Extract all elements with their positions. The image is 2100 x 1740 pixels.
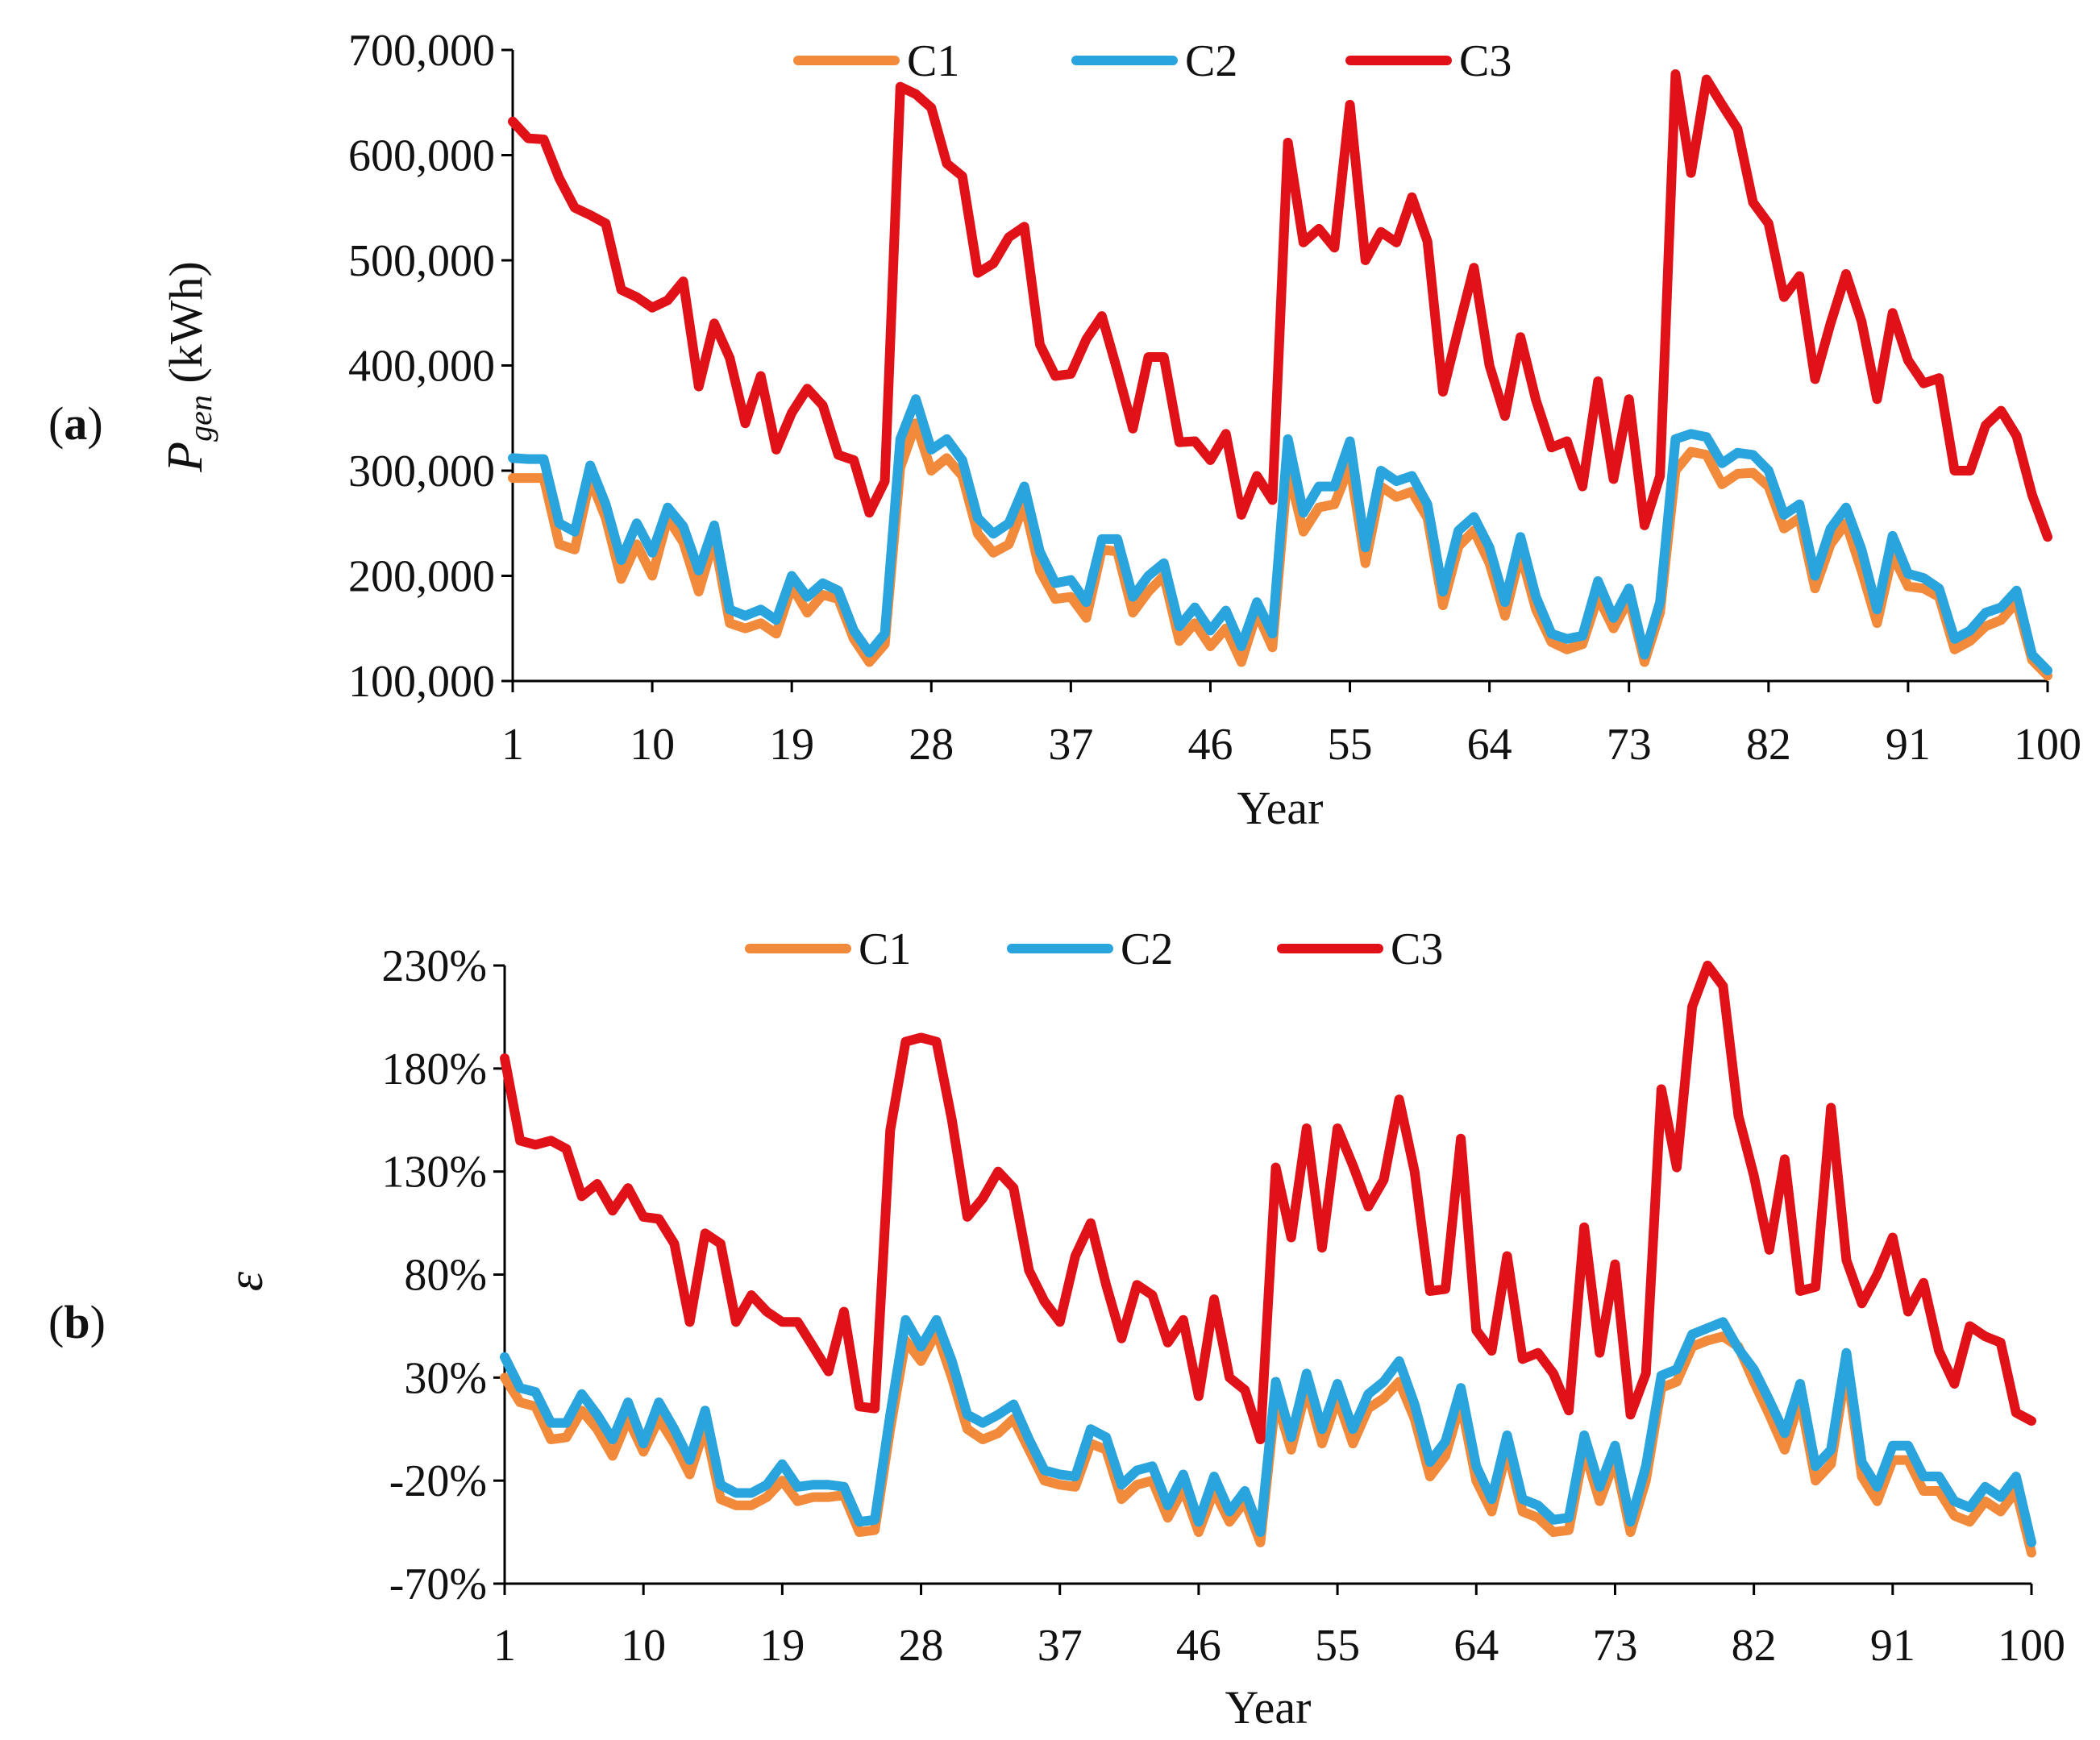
x-tick-label: 37: [1038, 1621, 1083, 1671]
y-tick-label: -70%: [389, 1559, 487, 1609]
x-tick-label: 10: [630, 720, 675, 770]
panel-a: 100,000 200,000 300,000 400,000 500,000 600,0…: [48, 26, 2081, 834]
x-tick-label: 64: [1467, 720, 1512, 770]
y-tick-label: 80%: [404, 1251, 487, 1301]
y-tick-label: 500,000: [348, 236, 495, 286]
y-axis-title: ε: [218, 1271, 273, 1291]
y-tick-label: 700,000: [348, 26, 495, 76]
x-tick-label: 100: [1998, 1621, 2065, 1671]
panel-label-close: ): [90, 1296, 106, 1348]
x-tick-label: 10: [621, 1621, 666, 1671]
legend-label-c2: C2: [1121, 924, 1173, 974]
x-tick-label: 37: [1048, 720, 1093, 770]
x-tick-label: 64: [1453, 1621, 1499, 1671]
series-line-c3: [500, 961, 2036, 1445]
panel-label: (a): [48, 397, 103, 450]
legend-label-c3: C3: [1391, 924, 1443, 974]
panel-label-letter: a: [64, 397, 87, 450]
x-tick-label: 82: [1732, 1621, 1777, 1671]
legend-label-c1: C1: [859, 924, 911, 974]
y-axis-title-unit: (kWh): [160, 261, 212, 395]
y-axis-title-symbol: ε: [218, 1271, 273, 1291]
series-line-c3: [508, 69, 2052, 542]
x-tick-label: 1: [501, 720, 524, 770]
y-tick-label: 300,000: [348, 446, 495, 496]
legend-label-c3: C3: [1459, 36, 1512, 86]
y-tick-label: 180%: [381, 1044, 487, 1094]
x-tick-label: 91: [1886, 720, 1931, 770]
x-tick-label: 73: [1607, 720, 1652, 770]
panel-b: -70% -20% 30% 80% 130% 180% 230% 1 10 19 28 37 46 55 6…: [48, 924, 2065, 1734]
y-axis-title: Pgen (kWh): [158, 261, 218, 473]
x-tick-label: 1: [493, 1621, 516, 1671]
x-tick-label: 46: [1187, 720, 1233, 770]
x-tick-label: 28: [899, 1621, 944, 1671]
x-tick-label: 19: [769, 720, 814, 770]
y-axis-title-symbol: P: [158, 442, 213, 473]
x-tick-label: 28: [909, 720, 954, 770]
y-tick-label: 200,000: [348, 552, 495, 602]
y-tick-label: 600,000: [348, 131, 495, 181]
y-tick-label: 130%: [381, 1148, 487, 1198]
x-tick-label: 55: [1328, 720, 1373, 770]
x-tick-label: 46: [1176, 1621, 1221, 1671]
x-tick-label: 91: [1870, 1621, 1915, 1671]
panel-label-open: (: [48, 397, 64, 450]
legend-label-c1: C1: [907, 36, 959, 86]
y-tick-label: -20%: [389, 1456, 487, 1506]
x-tick-label: 55: [1315, 1621, 1360, 1671]
x-tick-label: 100: [2014, 720, 2081, 770]
x-tick-label: 19: [759, 1621, 805, 1671]
x-axis-title: Year: [1225, 1681, 1312, 1734]
series-line-c2: [500, 1314, 2036, 1547]
x-axis-title: Year: [1237, 782, 1324, 834]
y-axis-title-subscript: gen: [182, 395, 218, 442]
y-tick-label: 30%: [404, 1353, 487, 1403]
x-tick-label: 82: [1746, 720, 1791, 770]
x-tick-label: 73: [1592, 1621, 1637, 1671]
y-tick-label: 230%: [381, 941, 487, 991]
panel-label-letter: b: [64, 1296, 89, 1348]
y-tick-label: 400,000: [348, 342, 495, 392]
panel-label: (b): [48, 1296, 106, 1348]
y-tick-label: 100,000: [348, 657, 495, 707]
series-line-c2: [508, 394, 2052, 675]
panel-label-open: (: [48, 1296, 64, 1348]
legend-label-c2: C2: [1185, 36, 1237, 86]
panel-label-close: ): [87, 397, 102, 450]
